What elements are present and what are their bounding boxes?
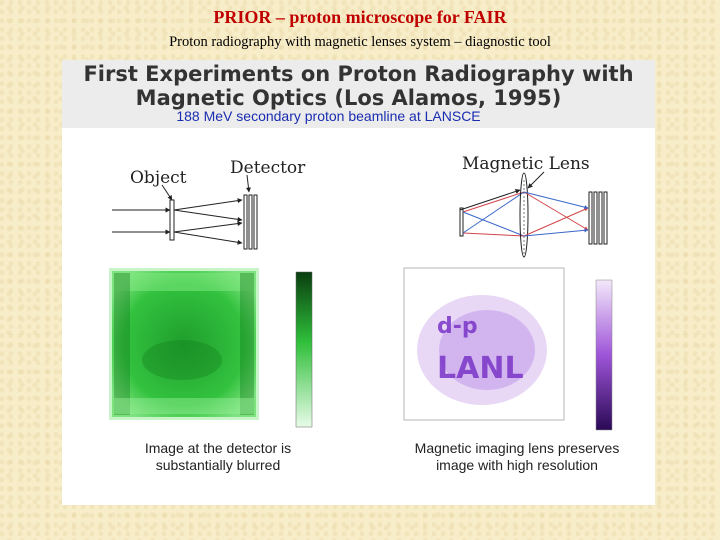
- slide-title: PRIOR – proton microscope for FAIR: [213, 7, 507, 27]
- figure-drawings: d-p LANL: [109, 171, 613, 431]
- green-color-scale: [295, 271, 313, 428]
- figure-heading-line1: First Experiments on Proton Radiography …: [83, 62, 634, 86]
- magnetic-lens-diagram: [459, 171, 608, 258]
- figure-banner: First Experiments on Proton Radiography …: [62, 60, 655, 128]
- svg-text:LANL: LANL: [437, 351, 524, 386]
- right-image-caption: Magnetic imaging lens preserves image wi…: [397, 440, 637, 474]
- left-image-caption: Image at the detector is substantially b…: [108, 440, 328, 474]
- slide-subtitle: Proton radiography with magnetic lenses …: [169, 34, 551, 50]
- left-caption-line2: substantially blurred: [155, 457, 281, 473]
- figure-panel: First Experiments on Proton Radiography …: [62, 60, 655, 505]
- figure-heading-line3: 188 MeV secondary proton beamline at LAN…: [176, 108, 481, 124]
- svg-text:d-p: d-p: [437, 314, 478, 339]
- lens-image-plot: d-p LANL: [403, 267, 565, 421]
- object-label: Object: [130, 168, 187, 188]
- object-detector-diagram: [112, 174, 258, 250]
- detector-label: Detector: [230, 158, 306, 178]
- magnetic-lens-label: Magnetic Lens: [462, 154, 590, 174]
- figure-heading-line2: Magnetic Optics (Los Alamos, 1995): [135, 86, 562, 110]
- right-caption-line1: Magnetic imaging lens preserves: [414, 440, 620, 456]
- left-caption-line1: Image at the detector is: [144, 440, 292, 456]
- right-caption-line2: image with high resolution: [436, 457, 598, 473]
- blurred-detector-image: [109, 268, 259, 420]
- purple-color-scale: [595, 279, 613, 431]
